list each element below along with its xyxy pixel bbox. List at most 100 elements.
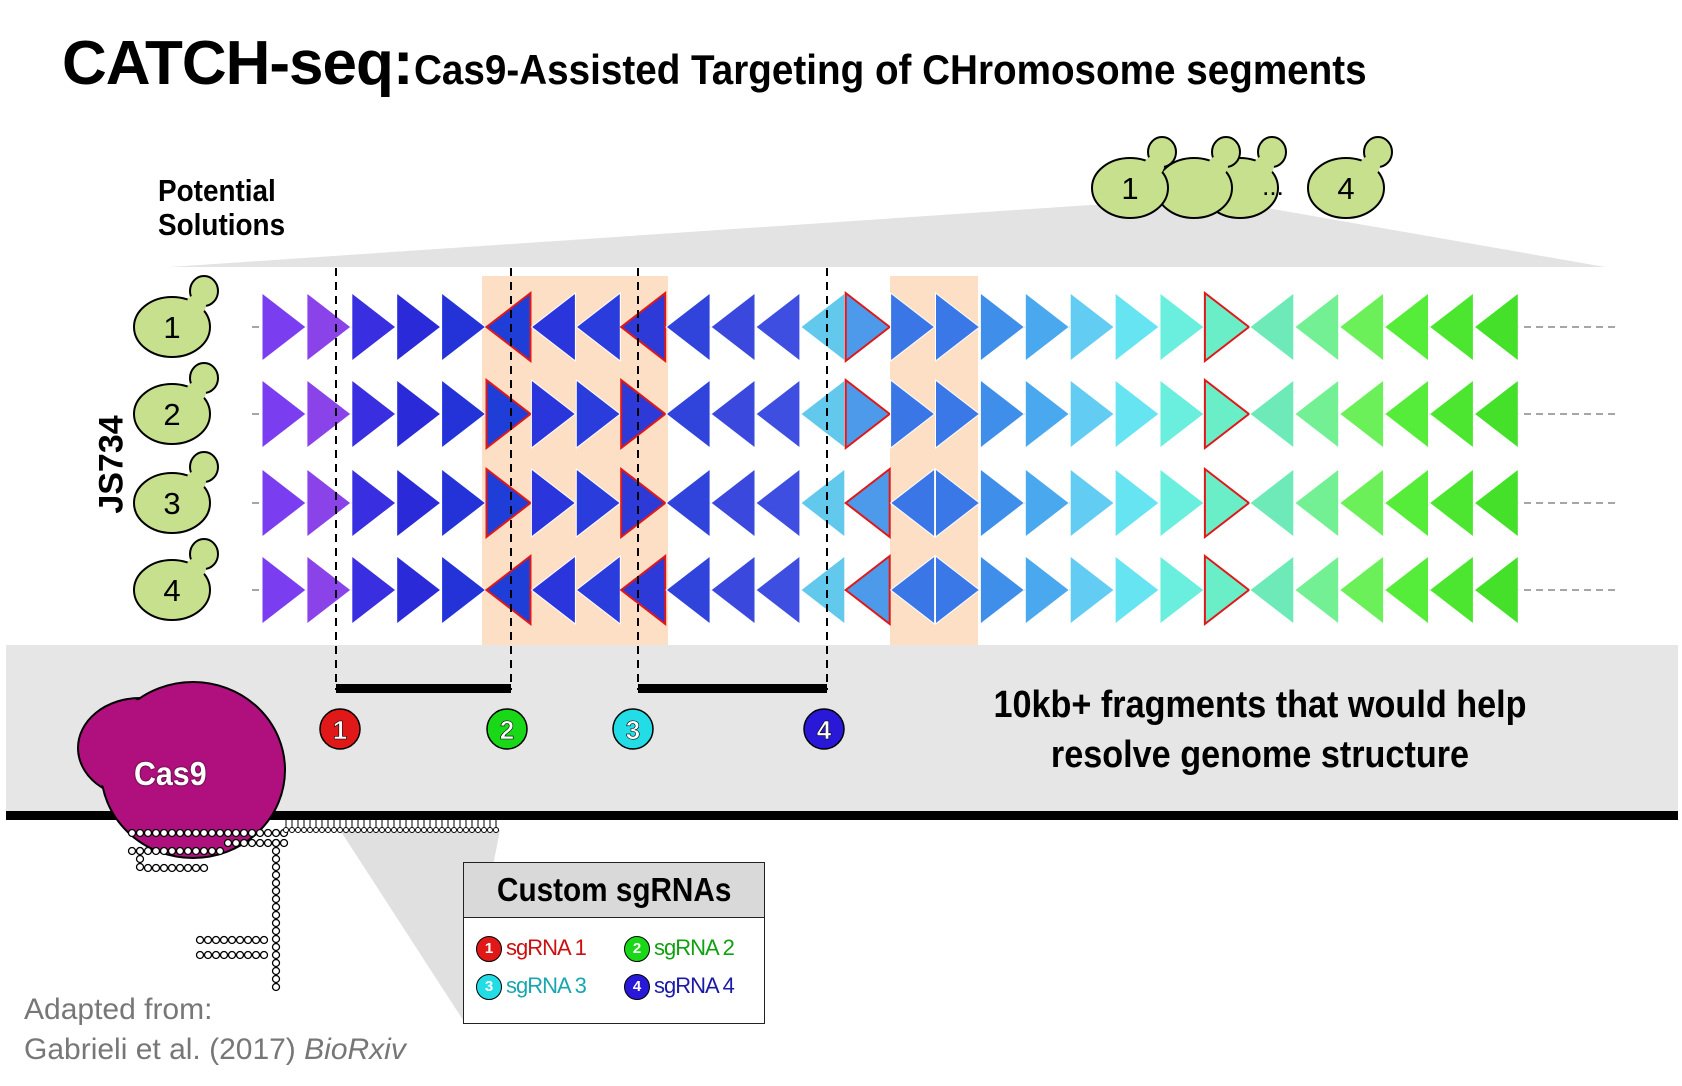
segment-arrow <box>1024 291 1071 363</box>
segment-arrow <box>441 378 487 450</box>
segment-arrow <box>889 554 936 626</box>
segment-arrow <box>1069 467 1116 539</box>
svg-text:4: 4 <box>817 715 832 745</box>
segment-arrow <box>844 377 892 451</box>
yeast-label: 1 <box>163 310 180 345</box>
segment-arrow <box>979 554 1026 626</box>
segment-arrow <box>890 291 936 363</box>
yeast-cell-3: 3 <box>133 451 219 534</box>
segment-arrow <box>890 378 936 450</box>
segment-arrow <box>1473 554 1519 626</box>
segment-arrow <box>530 554 576 626</box>
segment-arrow <box>441 467 487 539</box>
cut-lines <box>335 268 828 690</box>
yeast-cell-4: 4 <box>133 538 219 621</box>
cut-badge-1: 1 <box>319 708 361 750</box>
segment-arrow <box>351 291 397 363</box>
segment-arrow <box>1203 553 1251 627</box>
segment-arrow <box>1024 554 1071 626</box>
segment-arrow <box>935 291 981 363</box>
chromosome-row-1 <box>252 290 1618 364</box>
segment-arrow <box>1248 378 1295 450</box>
segment-arrow <box>484 290 532 364</box>
yeast-label: 2 <box>163 397 180 432</box>
chromosome-row-4 <box>252 553 1618 627</box>
page-title: CATCH-seq: <box>62 29 413 98</box>
segment-arrow <box>1069 554 1116 626</box>
cut-badge-3: 3 <box>612 708 654 750</box>
credit-authors: Gabrieli et al. (2017) <box>24 1033 305 1066</box>
segment-arrow <box>889 467 936 539</box>
legend-badge: 3 <box>476 974 502 1000</box>
segment-arrow <box>441 554 487 626</box>
legend-label: sgRNA 2 <box>654 935 735 960</box>
segment-arrow <box>261 378 307 450</box>
potential-solutions-label: Potential Solutions <box>158 174 285 242</box>
cas9-label: Cas9 <box>134 755 207 792</box>
legend-label: sgRNA 1 <box>506 935 587 960</box>
segment-arrow <box>1338 291 1385 363</box>
fragments-description: 10kb+ fragments that would help resolve … <box>972 680 1548 780</box>
segment-arrow <box>485 466 533 540</box>
segment-arrow <box>979 378 1026 450</box>
segment-arrow <box>1383 467 1429 539</box>
segment-arrow <box>1293 554 1340 626</box>
segment-arrow <box>799 378 846 450</box>
strain-label: JS734 <box>92 415 131 514</box>
legend-badge: 1 <box>476 936 502 962</box>
page-subtitle: Cas9-Assisted Targeting of CHromosome se… <box>414 46 1367 93</box>
segment-arrow <box>935 467 981 539</box>
dna-line <box>6 811 1678 820</box>
segment-arrow <box>1338 467 1385 539</box>
segment-arrow <box>1428 378 1474 450</box>
segment-arrow <box>306 378 352 450</box>
solutions-line-2: Solutions <box>158 207 286 242</box>
legend-title: Custom sgRNAs <box>464 863 764 918</box>
legend-label: sgRNA 4 <box>654 973 735 998</box>
segment-arrow <box>306 467 352 539</box>
segment-arrow <box>799 291 846 363</box>
segment-arrow <box>1293 291 1340 363</box>
segment-arrow <box>1069 378 1116 450</box>
segment-arrow <box>351 554 397 626</box>
segment-arrow <box>799 554 846 626</box>
yeast-ellipsis: ... <box>1262 171 1284 201</box>
segment-arrow <box>1338 554 1385 626</box>
legend-label: sgRNA 3 <box>506 973 587 998</box>
segment-arrow <box>396 291 442 363</box>
chromosome-rows <box>252 290 1618 627</box>
segment-arrow <box>1473 467 1519 539</box>
segment-arrow <box>1428 291 1474 363</box>
segment-arrow <box>979 467 1026 539</box>
segment-arrow <box>396 378 442 450</box>
segment-arrow <box>485 377 533 451</box>
segment-arrow <box>710 291 756 363</box>
segment-arrow <box>441 291 487 363</box>
fragment-bar-2 <box>638 684 827 693</box>
segment-arrow <box>1203 377 1251 451</box>
chromosome-row-3 <box>252 466 1618 540</box>
segment-arrow <box>484 553 532 627</box>
credit-journal: BioRxiv <box>304 1033 406 1066</box>
segment-arrow <box>1024 467 1071 539</box>
yeast-cell-top-first: 1 <box>1091 136 1177 219</box>
credit: Adapted from: Gabrieli et al. (2017) Bio… <box>24 990 406 1070</box>
segment-arrow <box>396 554 442 626</box>
segment-arrow <box>935 378 981 450</box>
segment-arrow <box>1248 467 1295 539</box>
cut-badge-2: 2 <box>486 708 528 750</box>
segment-arrow <box>1159 378 1205 450</box>
segment-arrow <box>665 378 711 450</box>
zoom-wedge <box>170 205 1605 267</box>
segment-arrow <box>1159 554 1205 626</box>
fragments-line-1: 10kb+ fragments that would help <box>993 684 1527 726</box>
segment-arrow <box>1293 378 1340 450</box>
sgrna-strand <box>127 820 499 992</box>
segment-arrow <box>710 554 756 626</box>
segment-arrow <box>575 378 622 450</box>
segment-arrow <box>1383 291 1429 363</box>
yeast-label: 1 <box>1121 171 1138 206</box>
segment-arrow <box>1428 467 1474 539</box>
